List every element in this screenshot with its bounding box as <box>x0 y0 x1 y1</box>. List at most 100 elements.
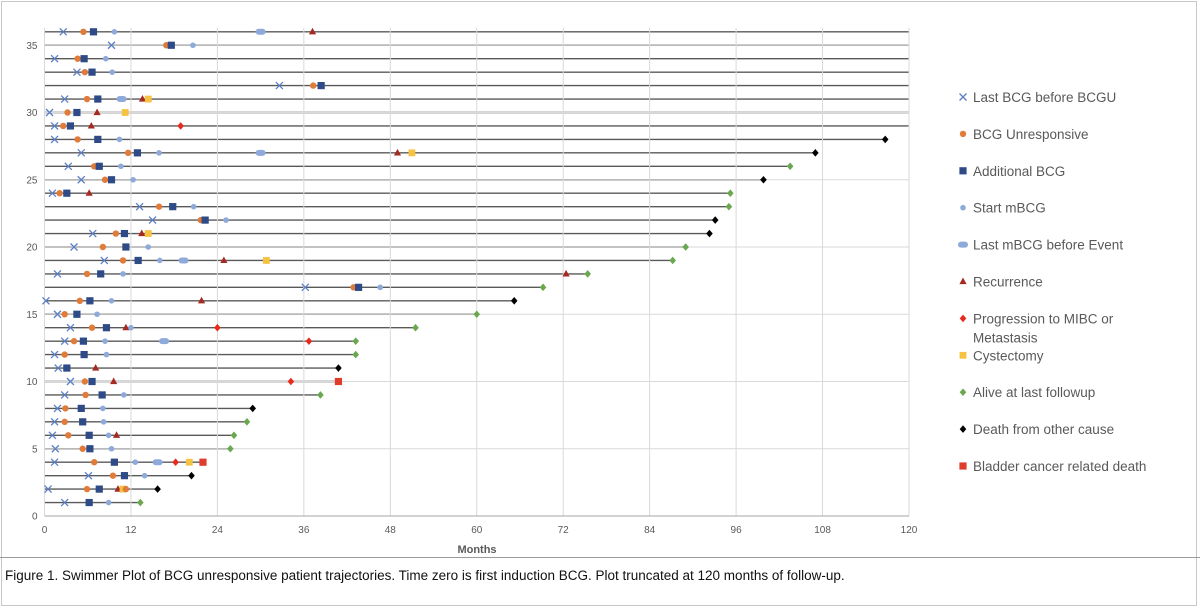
legend-label: Last BCG before BCGU <box>973 90 1116 105</box>
event-start-mbcg <box>145 244 152 250</box>
event-last-bcg-stroke-b <box>100 256 109 265</box>
event-start-mbcg <box>156 257 163 264</box>
event-start-mbcg <box>130 176 136 183</box>
event-recurrence <box>93 108 101 116</box>
event-add-bcg <box>79 337 88 345</box>
event-last-bcg-stroke-b <box>60 498 69 507</box>
event-alive <box>584 270 591 278</box>
event-last-bcg <box>60 95 69 104</box>
event-last-bcg-stroke-b <box>48 431 57 440</box>
event-recurrence <box>122 323 130 331</box>
legend-marker-add-bcg <box>959 167 967 175</box>
event-last-mbcg <box>152 459 163 466</box>
legend-marker-recurrence <box>959 277 967 285</box>
event-add-bcg <box>97 270 105 278</box>
event-last-bcg <box>50 121 59 130</box>
event-start-mbcg <box>108 298 115 304</box>
event-last-bcg <box>84 471 93 480</box>
event-add-bcg <box>98 391 106 399</box>
event-add-bcg <box>85 431 93 439</box>
event-add-bcg <box>88 377 96 386</box>
event-unresp <box>91 459 98 466</box>
event-last-mbcg <box>255 149 266 156</box>
event-death-other <box>154 485 161 493</box>
legend-entry-start-mbcg: Start mBCG <box>960 201 1046 216</box>
event-start-mbcg <box>102 338 108 344</box>
legend-marker-cystectomy <box>959 351 967 359</box>
event-alive <box>682 243 689 251</box>
event-last-bcg-stroke-b <box>50 417 59 426</box>
event-last-bcg-stroke-b <box>70 243 78 251</box>
event-last-bcg-stroke-b <box>66 377 75 386</box>
event-unresp <box>62 405 69 412</box>
event-last-bcg <box>107 41 116 50</box>
event-add-bcg <box>88 68 96 76</box>
legend-marker-progression <box>959 314 967 323</box>
event-last-bcg-stroke-b <box>72 68 81 77</box>
event-last-bcg <box>60 498 69 507</box>
event-alive <box>137 498 144 507</box>
event-add-bcg <box>169 203 177 211</box>
event-unresp <box>61 311 68 318</box>
event-add-bcg <box>94 135 102 143</box>
event-last-bcg-stroke-b <box>44 485 53 494</box>
event-unresp <box>310 82 317 89</box>
event-cystectomy <box>121 109 129 116</box>
event-add-bcg <box>80 55 88 63</box>
event-last-bcg-stroke-b <box>275 81 284 90</box>
event-add-bcg <box>134 256 142 265</box>
event-last-bcg-stroke-b <box>50 135 59 144</box>
event-start-mbcg <box>223 217 229 223</box>
event-death-other <box>188 471 195 480</box>
event-unresp <box>60 122 67 130</box>
event-last-bcg <box>135 202 144 211</box>
chart-legend: Last BCG before BCGU BCG Unresponsive Addi… <box>958 90 1146 474</box>
legend-entry-last-mbcg: Last mBCG before Event <box>958 238 1123 253</box>
event-unresp <box>112 230 120 237</box>
event-last-bcg-stroke-b <box>48 189 57 198</box>
event-last-mbcg <box>159 338 170 345</box>
event-last-bcg <box>50 417 59 426</box>
event-alive <box>786 162 794 171</box>
event-last-bcg-stroke-b <box>60 390 69 399</box>
event-last-bcg-stroke-b <box>60 95 69 104</box>
y-tick-label: 20 <box>26 243 38 254</box>
event-add-bcg <box>102 324 111 332</box>
y-tick-label: 30 <box>26 108 38 119</box>
event-add-bcg <box>122 243 130 251</box>
event-last-bcg-stroke-b <box>50 54 59 63</box>
event-last-bcg-stroke-b <box>77 148 86 157</box>
event-alive <box>725 202 733 211</box>
event-unresp <box>70 337 78 345</box>
event-start-mbcg <box>100 405 106 412</box>
legend-entry-progression: Progression to MIBC or Metastasis <box>959 311 1114 345</box>
x-tick-label: 84 <box>644 525 656 536</box>
event-last-bcg <box>54 364 63 373</box>
event-recurrence <box>112 431 121 438</box>
event-progression <box>287 377 295 386</box>
event-add-bcg <box>107 176 116 184</box>
event-last-mbcg <box>255 28 266 35</box>
event-last-bcg-stroke-b <box>107 41 116 50</box>
x-tick-label: 12 <box>125 525 137 536</box>
event-unresp <box>124 149 132 157</box>
event-last-bcg <box>275 81 284 90</box>
event-last-bcg-stroke-b <box>53 269 62 278</box>
event-unresp <box>80 28 87 35</box>
legend-label: Recurrence <box>973 275 1043 290</box>
legend-label: Cystectomy <box>973 348 1044 363</box>
event-last-bcg <box>301 283 310 292</box>
event-add-bcg <box>201 216 209 224</box>
event-alive <box>230 431 238 440</box>
event-cystectomy <box>262 257 270 264</box>
legend-marker-start-mbcg <box>960 204 966 211</box>
x-axis-title: Months <box>457 544 496 556</box>
event-last-bcg <box>41 296 50 305</box>
event-add-bcg <box>120 472 129 480</box>
y-tick-label: 15 <box>26 310 38 321</box>
event-death-other <box>760 175 767 184</box>
event-start-mbcg <box>156 150 162 156</box>
event-recurrence <box>197 296 206 304</box>
event-last-bcg <box>70 243 78 251</box>
x-tick-label: 36 <box>298 525 310 536</box>
